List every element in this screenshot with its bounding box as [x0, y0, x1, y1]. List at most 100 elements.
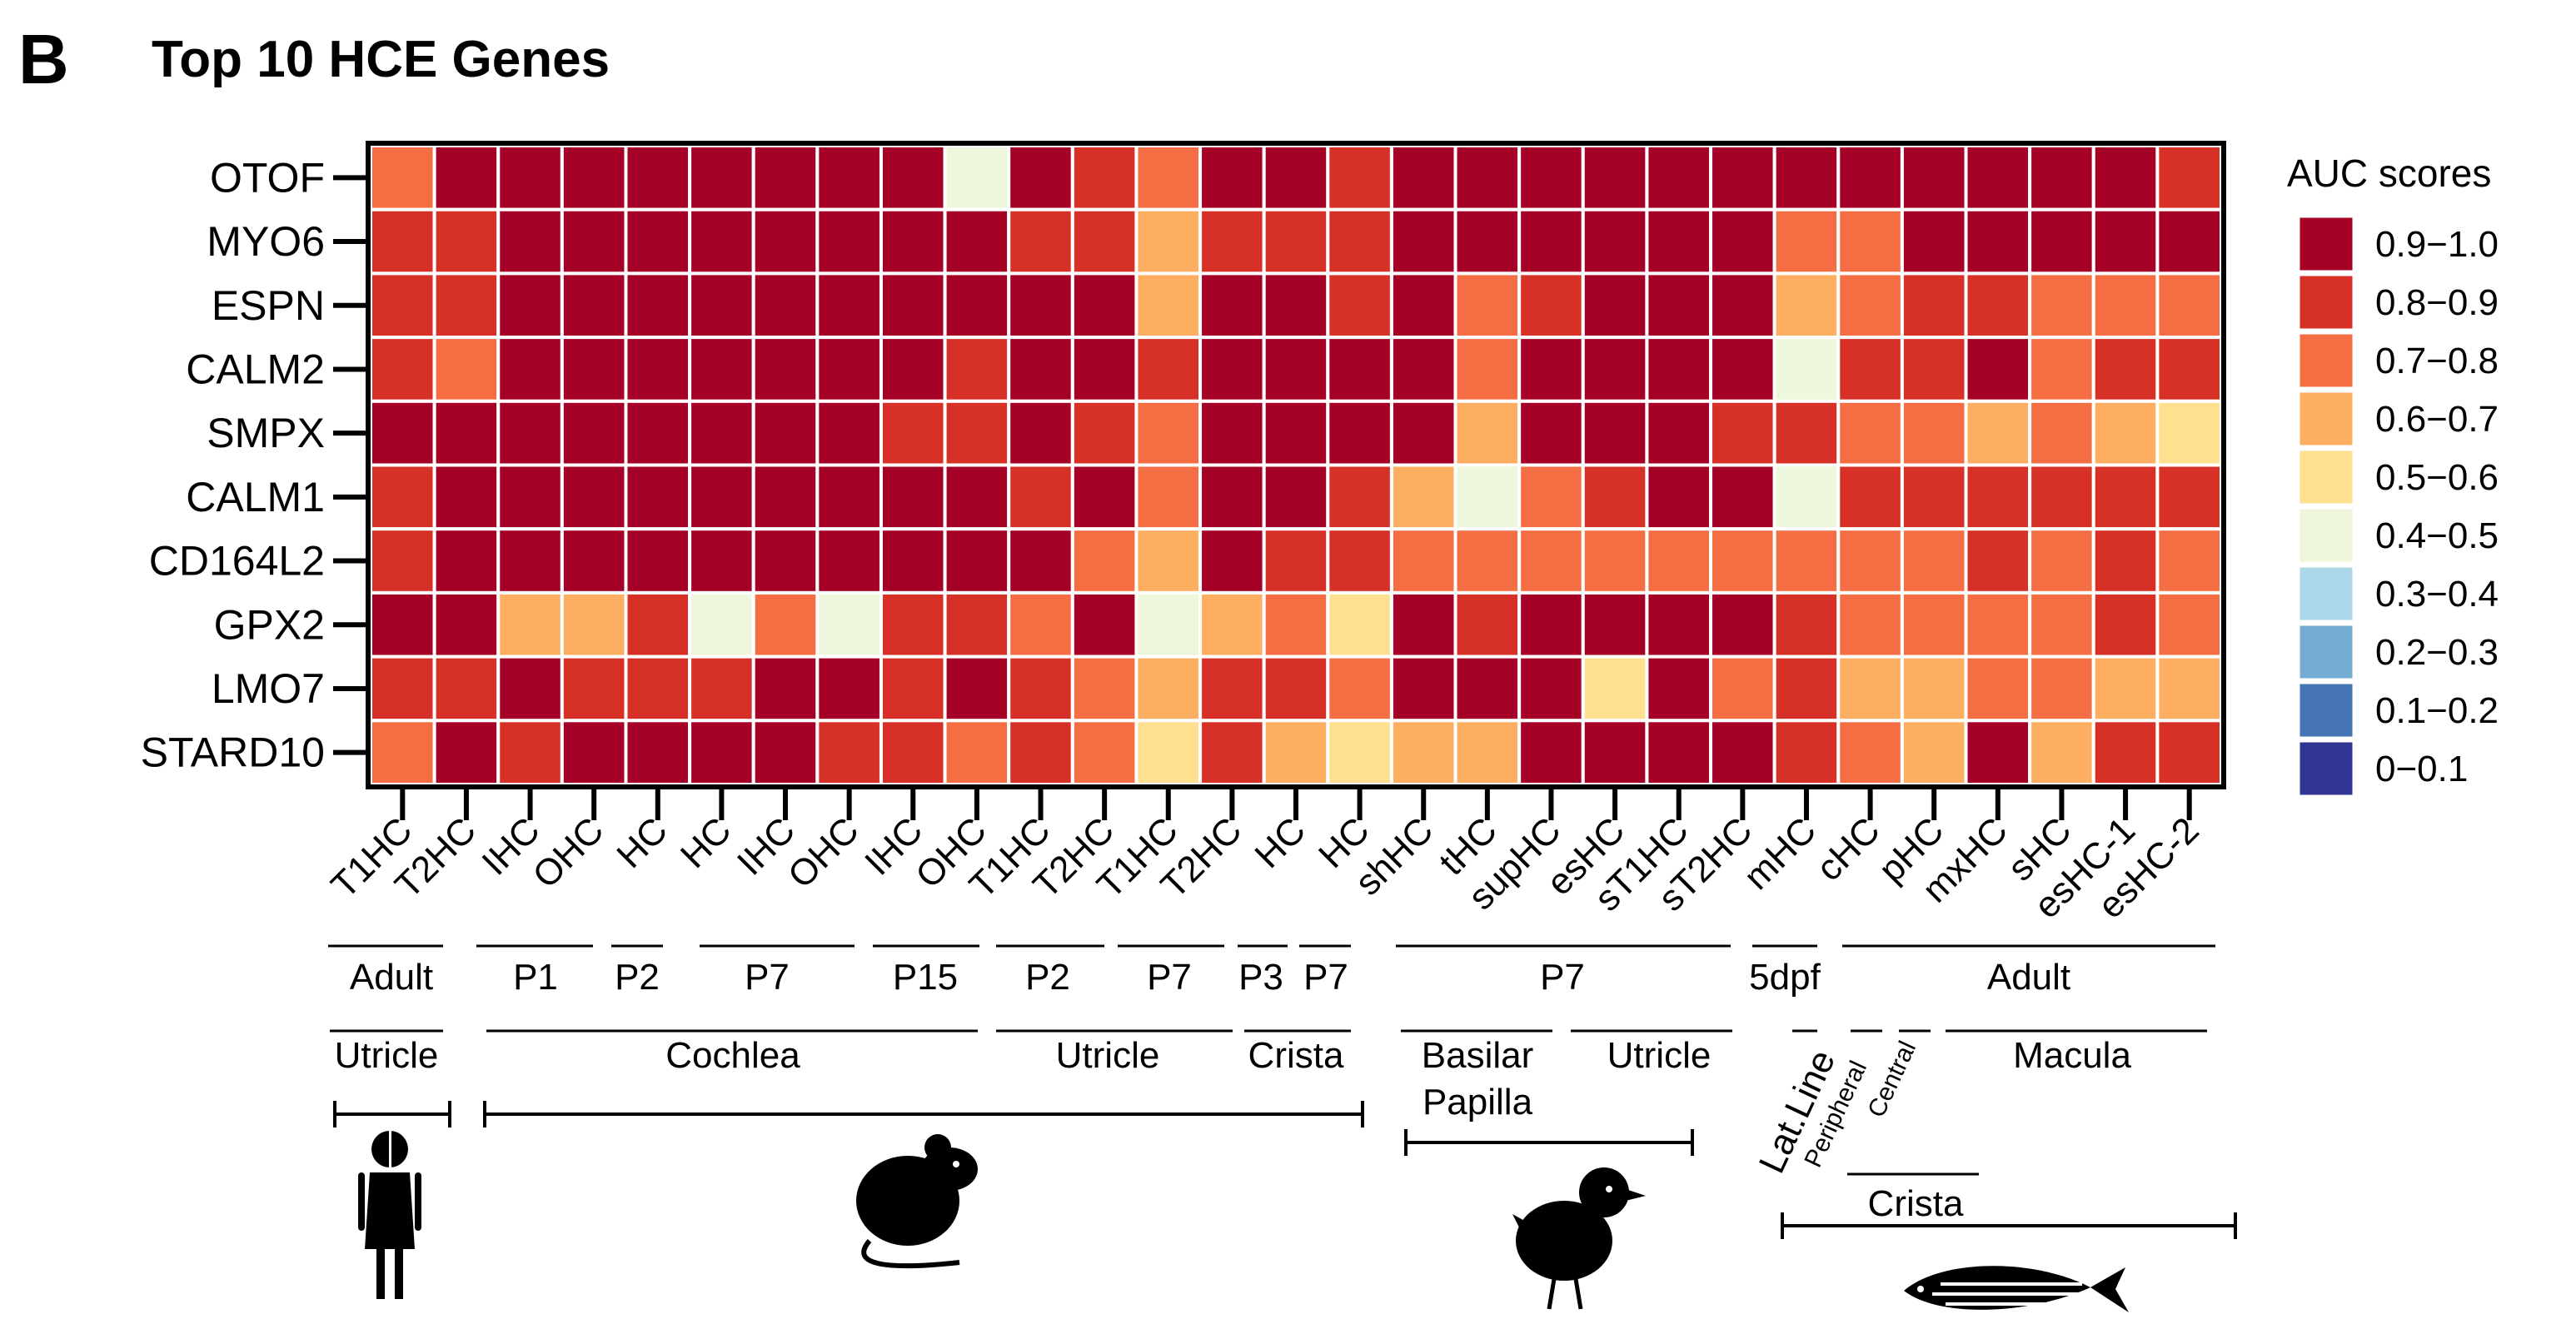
heatmap-cell	[1581, 399, 1649, 467]
heatmap-cell	[1326, 590, 1393, 659]
row-labels: OTOF MYO6 ESPN CALM2 SMPX CALM1 CD164L2 GPX2 LMO…	[141, 154, 368, 776]
row-label: LMO7	[212, 665, 325, 712]
heatmap-cell	[1453, 399, 1522, 467]
heatmap-cell	[1453, 719, 1522, 786]
heatmap-cell	[624, 719, 692, 786]
heatmap-cell	[1262, 207, 1330, 276]
heatmap-cell	[1262, 399, 1330, 467]
stage-label: P7	[1147, 957, 1192, 998]
heatmap-cell	[2155, 399, 2224, 467]
heatmap-cell	[1645, 527, 1713, 595]
heatmap-cell	[1389, 144, 1457, 212]
organ-label: Utricle	[335, 1035, 439, 1076]
heatmap-cell	[369, 719, 436, 786]
heatmap-cell	[1581, 336, 1649, 403]
heatmap-cell	[369, 271, 436, 340]
heatmap-cell	[2155, 144, 2224, 212]
heatmap-cell	[1709, 527, 1776, 595]
stage-label: P2	[615, 957, 660, 998]
heatmap-cell	[1964, 399, 2032, 467]
heatmap-cell	[1517, 144, 1585, 212]
stage-label: P1	[513, 957, 558, 998]
heatmap-cell	[1134, 590, 1203, 659]
heatmap-cell	[1836, 144, 1904, 212]
heatmap-cell	[1389, 207, 1457, 276]
heatmap-cell	[2028, 719, 2095, 786]
heatmap-cell	[879, 527, 947, 595]
heatmap-cell	[879, 207, 947, 276]
heatmap-cell	[1326, 207, 1393, 276]
column-label: HC	[673, 809, 740, 876]
heatmap-cell	[1772, 463, 1841, 531]
legend: AUC scores 0.9−1.0 0.8−0.9 0.7−0.8 0.6−0.7 0.…	[2287, 152, 2499, 798]
heatmap-cell	[1453, 463, 1522, 531]
heatmap-cell	[1389, 336, 1457, 403]
heatmap-cell	[1070, 399, 1139, 467]
stage-label: P15	[893, 957, 958, 998]
organ-label: Cochlea	[665, 1035, 800, 1076]
heatmap-cell	[1007, 719, 1074, 786]
organ-label: Central	[1862, 1037, 1921, 1122]
heatmap-cell	[943, 719, 1011, 786]
heatmap-cell	[1134, 655, 1203, 723]
heatmap-cell	[1900, 719, 1968, 786]
heatmap-cell	[1900, 144, 1968, 212]
heatmap-cell	[1581, 207, 1649, 276]
human-icon	[358, 1129, 421, 1299]
heatmap-cell	[1453, 336, 1522, 403]
heatmap-cell	[879, 463, 947, 531]
organ-label: Macula	[2013, 1035, 2131, 1076]
heatmap-cell	[560, 271, 628, 340]
heatmap-cell	[1645, 336, 1713, 403]
species-brackets	[333, 1101, 2237, 1239]
heatmap-cell	[1964, 207, 2032, 276]
row-label: STARD10	[141, 729, 325, 776]
heatmap-cell	[624, 271, 692, 340]
heatmap-cell	[1964, 590, 2032, 659]
heatmap-cell	[1198, 399, 1266, 467]
heatmap-cell	[1389, 399, 1457, 467]
heatmap-cell	[2028, 271, 2095, 340]
heatmap-cell	[496, 463, 564, 531]
heatmap-cell	[2091, 271, 2160, 340]
heatmap-cell	[1134, 463, 1203, 531]
heatmap-cell	[1007, 144, 1074, 212]
heatmap-cell	[688, 463, 755, 531]
heatmap-cell	[1389, 590, 1457, 659]
heatmap-cell	[943, 271, 1011, 340]
heatmap-cell	[496, 655, 564, 723]
heatmap-cell	[1709, 463, 1776, 531]
heatmap-cell	[560, 590, 628, 659]
legend-swatch	[2297, 681, 2355, 739]
heatmap-cell	[1964, 719, 2032, 786]
heatmap-cell	[1198, 463, 1266, 531]
heatmap-cell	[751, 655, 820, 723]
heatmap-cell	[496, 527, 564, 595]
heatmap-cell	[432, 271, 501, 340]
heatmap-cell	[1645, 590, 1713, 659]
heatmap-cell	[815, 336, 883, 403]
heatmap-cell	[1772, 271, 1841, 340]
organ-label: Utricle	[1607, 1035, 1712, 1076]
heatmap-cell	[1389, 527, 1457, 595]
heatmap-cell	[2028, 527, 2095, 595]
heatmap-cell	[1836, 655, 1904, 723]
heatmap-cell	[1007, 527, 1074, 595]
mouse-icon	[856, 1134, 978, 1269]
row-label: SMPX	[207, 410, 325, 456]
heatmap-cell	[1453, 590, 1522, 659]
heatmap-cell	[369, 655, 436, 723]
heatmap-cell	[2028, 336, 2095, 403]
heatmap-cell	[1772, 144, 1841, 212]
heatmap-cell	[1517, 463, 1585, 531]
heatmap-cell	[2155, 336, 2224, 403]
heatmap-cell	[879, 719, 947, 786]
heatmap-cell	[943, 463, 1011, 531]
heatmap-cell	[1900, 590, 1968, 659]
heatmap-cell	[1581, 463, 1649, 531]
heatmap-cell	[369, 463, 436, 531]
heatmap-cell	[1900, 336, 1968, 403]
heatmap-cell	[1453, 144, 1522, 212]
legend-label: 0.9−1.0	[2375, 224, 2499, 265]
